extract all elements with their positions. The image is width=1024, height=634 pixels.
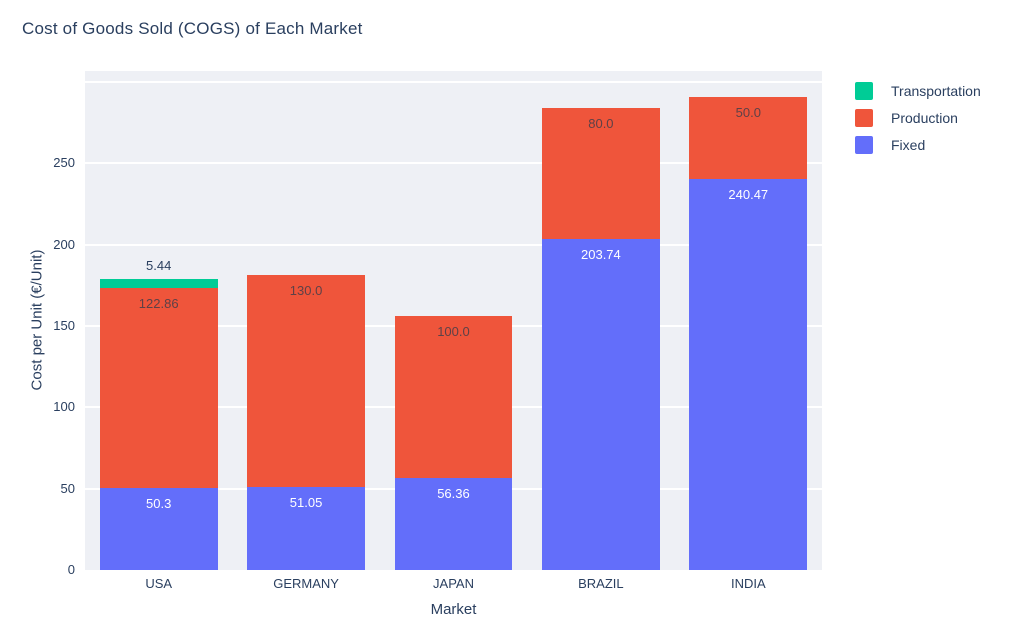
- y-tick-label-0: 0: [67, 562, 75, 577]
- bar-label-production-germany: 130.0: [289, 283, 323, 299]
- bar-production-germany[interactable]: [247, 275, 366, 487]
- legend-swatch-production: [855, 108, 873, 127]
- legend-item-transportation[interactable]: Transportation: [855, 77, 981, 104]
- legend-label-fixed: Fixed: [891, 136, 926, 153]
- bar-label-production-brazil: 80.0: [588, 116, 614, 132]
- plot-area[interactable]: 50.3 122.86 5.44 51.05 130.0 56.36 100.0 203.74…: [85, 71, 822, 570]
- bar-label-fixed-japan: 56.36: [437, 486, 470, 502]
- legend: Transportation Production Fixed: [855, 77, 981, 158]
- bar-fixed-india[interactable]: [689, 178, 808, 570]
- y-tick-label-200: 200: [53, 236, 75, 252]
- legend-item-production[interactable]: Production: [855, 104, 981, 131]
- legend-swatch-transportation: [855, 81, 873, 100]
- x-tick-label-germany: GERMANY: [273, 576, 339, 591]
- gridline-300: [85, 80, 822, 83]
- x-tick-label-brazil: BRAZIL: [578, 576, 624, 591]
- bar-label-production-japan: 100.0: [437, 323, 470, 339]
- bar-production-brazil[interactable]: [541, 108, 660, 239]
- legend-label-production: Production: [891, 109, 958, 126]
- legend-label-transportation: Transportation: [891, 82, 981, 99]
- bar-label-fixed-brazil: 203.74: [581, 246, 621, 262]
- x-tick-label-india: INDIA: [730, 576, 766, 591]
- y-tick-label-100: 100: [53, 399, 75, 415]
- y-tick-label-50: 50: [60, 480, 75, 496]
- bar-label-production-usa: 122.86: [138, 296, 179, 312]
- x-axis-title: Market: [430, 601, 477, 618]
- bar-production-japan[interactable]: [394, 315, 513, 479]
- bar-fixed-germany[interactable]: [247, 486, 366, 570]
- legend-item-fixed[interactable]: Fixed: [855, 131, 981, 158]
- bar-fixed-brazil[interactable]: [541, 238, 660, 570]
- bar-label-fixed-usa: 50.3: [146, 496, 172, 512]
- bar-fixed-japan[interactable]: [394, 478, 513, 570]
- y-tick-label-150: 150: [53, 317, 75, 333]
- x-tick-label-japan: JAPAN: [433, 576, 474, 591]
- y-tick-label-250: 250: [53, 155, 75, 171]
- chart-title: Cost of Goods Sold (COGS) of Each Market: [22, 19, 363, 38]
- x-tick-label-usa: USA: [145, 576, 173, 591]
- bar-label-fixed-india: 240.47: [728, 186, 769, 202]
- bar-label-production-india: 50.0: [735, 105, 761, 121]
- gridline-250: [85, 162, 822, 165]
- legend-swatch-fixed: [855, 135, 873, 154]
- bar-label-transportation-usa: 5.44: [146, 258, 172, 274]
- gridline-200: [85, 243, 822, 246]
- bar-production-usa[interactable]: [99, 288, 218, 489]
- bar-production-india[interactable]: [689, 97, 808, 179]
- bar-label-fixed-germany: 51.05: [289, 494, 323, 510]
- bar-transportation-usa[interactable]: [99, 279, 218, 289]
- bar-fixed-usa[interactable]: [99, 488, 218, 570]
